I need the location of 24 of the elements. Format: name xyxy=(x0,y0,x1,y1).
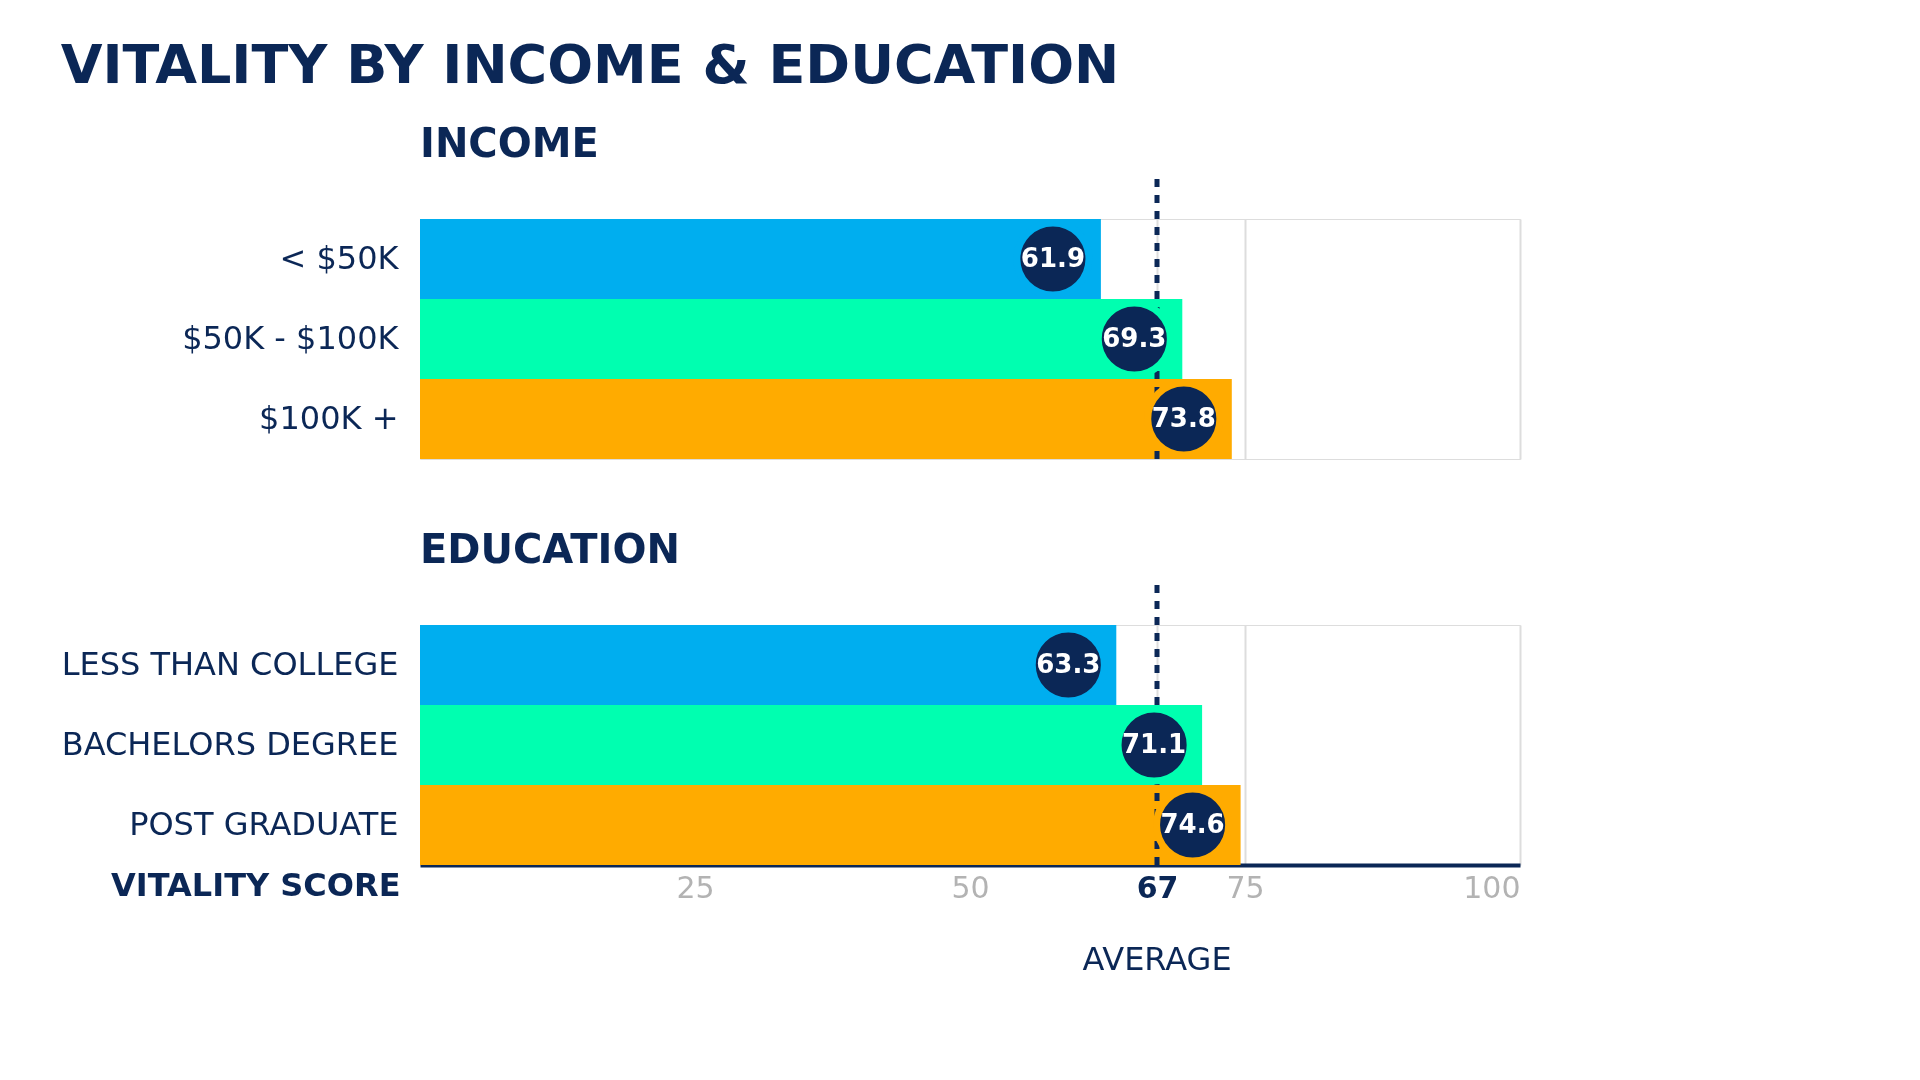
data-label: 74.6 xyxy=(1160,809,1225,839)
bar xyxy=(420,625,1117,705)
x-tick-label: 67 xyxy=(1136,869,1179,905)
x-tick-label: 25 xyxy=(676,869,715,905)
ref-line-label: AVERAGE xyxy=(1082,940,1232,978)
y-tick-label: $50K - $100K xyxy=(182,319,400,357)
x-tick-label: 50 xyxy=(951,869,990,905)
data-label: 63.3 xyxy=(1036,649,1101,679)
x-axis-title: VITALITY SCORE xyxy=(111,865,401,904)
y-tick-label: $100K + xyxy=(259,399,399,437)
chart-subtitle: INCOME xyxy=(420,119,599,166)
bar xyxy=(420,705,1203,785)
y-tick-label: POST GRADUATE xyxy=(129,805,399,843)
x-tick-label: 100 xyxy=(1463,869,1521,905)
data-label: 71.1 xyxy=(1122,729,1187,759)
y-tick-label: < $50K xyxy=(279,239,400,277)
y-tick-label: BACHELORS DEGREE xyxy=(61,725,399,763)
y-tick-label: LESS THAN COLLEGE xyxy=(61,645,399,683)
data-label: 69.3 xyxy=(1102,323,1167,353)
chart-title: VITALITY BY INCOME & EDUCATION xyxy=(60,33,1120,96)
data-label: 61.9 xyxy=(1020,243,1085,273)
x-tick-label: 75 xyxy=(1226,869,1265,905)
data-label: 73.8 xyxy=(1151,403,1216,433)
chart-title: EDUCATION xyxy=(420,525,680,572)
